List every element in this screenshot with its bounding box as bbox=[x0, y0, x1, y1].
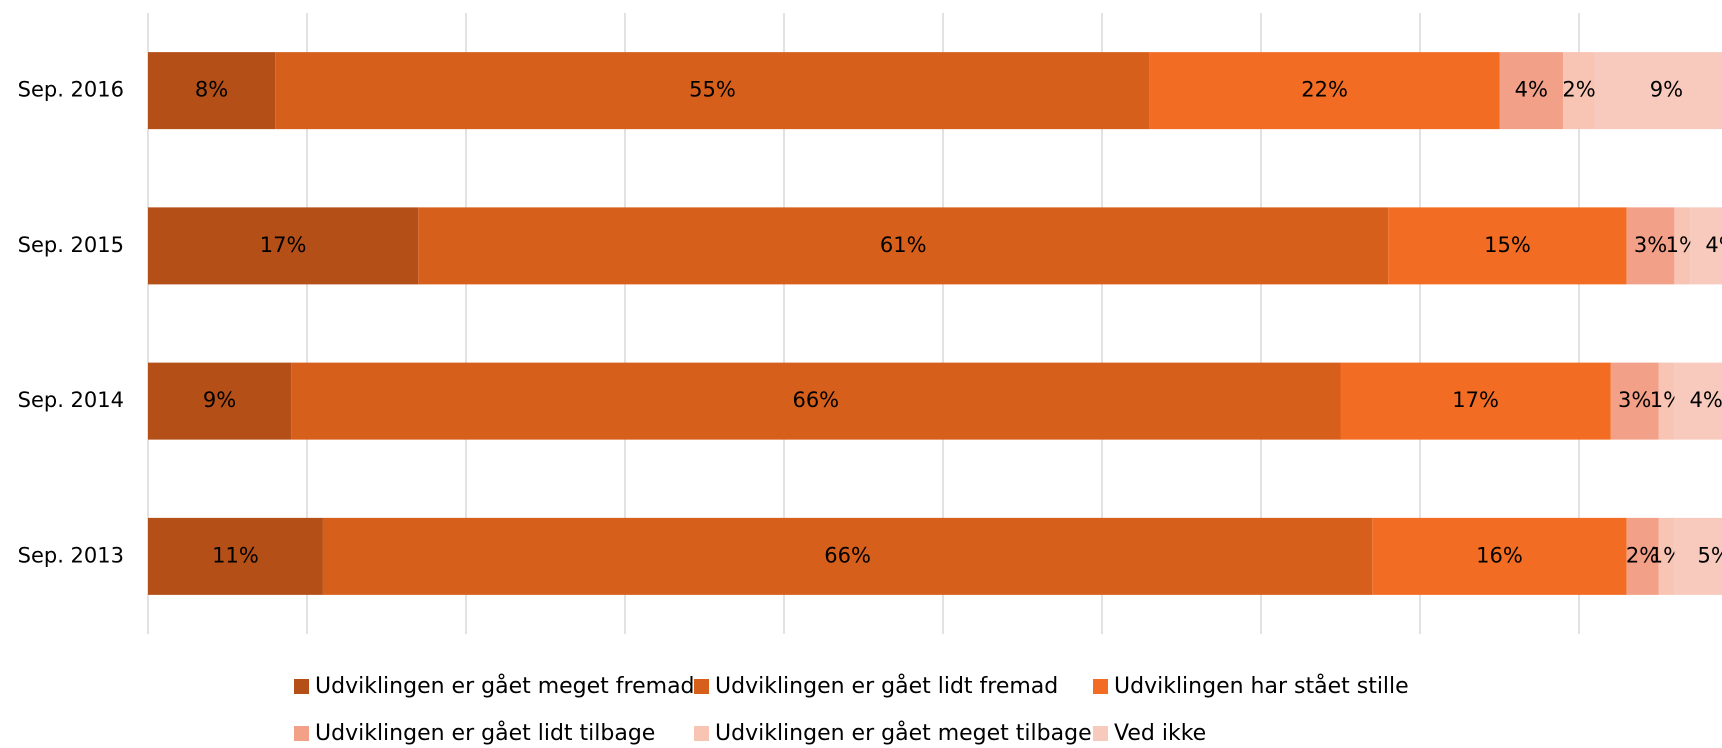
bar-segment bbox=[1658, 362, 1675, 440]
data-label: 17% bbox=[260, 233, 307, 257]
bar-segment bbox=[1626, 207, 1675, 285]
bar-segment bbox=[148, 517, 323, 595]
legend-label: Udviklingen er gået meget tilbage bbox=[715, 720, 1092, 746]
bar-segment bbox=[1340, 362, 1611, 440]
legend-swatch bbox=[294, 726, 309, 741]
bar-segment bbox=[1388, 207, 1627, 285]
data-label: 2% bbox=[1626, 543, 1659, 567]
legend-label: Udviklingen er gået meget fremad bbox=[315, 673, 695, 699]
y-tick-label: Sep. 2014 bbox=[18, 388, 124, 412]
legend-label: Udviklingen er gået lidt fremad bbox=[715, 673, 1058, 699]
legend-swatch bbox=[694, 726, 709, 741]
bar-segment bbox=[275, 52, 1150, 130]
data-label: 3% bbox=[1618, 388, 1651, 412]
bar-segment bbox=[148, 207, 419, 285]
data-label: 61% bbox=[880, 233, 927, 257]
y-tick-label: Sep. 2016 bbox=[18, 78, 124, 102]
data-label: 22% bbox=[1301, 78, 1348, 102]
data-label: 4% bbox=[1705, 233, 1722, 257]
legend-swatch bbox=[1093, 679, 1108, 694]
data-label: 8% bbox=[195, 78, 228, 102]
bar-segment bbox=[1674, 362, 1722, 440]
data-label: 17% bbox=[1452, 388, 1499, 412]
data-label: 16% bbox=[1476, 543, 1523, 567]
legend-label: Udviklingen har stået stille bbox=[1114, 673, 1409, 699]
bar-segment bbox=[1149, 52, 1500, 130]
data-label: 66% bbox=[824, 543, 871, 567]
legend-label: Ved ikke bbox=[1114, 721, 1206, 746]
bar-segment bbox=[322, 517, 1373, 595]
bar-segment bbox=[1563, 52, 1595, 130]
bar-segment bbox=[148, 52, 276, 130]
bar-segment bbox=[1372, 517, 1627, 595]
y-tick-label: Sep. 2015 bbox=[18, 233, 124, 257]
data-label: 4% bbox=[1690, 388, 1722, 412]
data-label: 9% bbox=[203, 388, 236, 412]
data-label: 9% bbox=[1650, 78, 1683, 102]
bar-segment bbox=[1499, 52, 1564, 130]
bar-segment bbox=[1658, 517, 1675, 595]
data-label: 2% bbox=[1562, 78, 1595, 102]
legend-swatch bbox=[294, 679, 309, 694]
data-label: 15% bbox=[1484, 233, 1531, 257]
data-label: 66% bbox=[792, 388, 839, 412]
bar-segment bbox=[1690, 207, 1722, 285]
bar-segment bbox=[1594, 52, 1722, 130]
data-label: 4% bbox=[1515, 78, 1548, 102]
legend-label: Udviklingen er gået lidt tilbage bbox=[315, 720, 655, 746]
legend-swatch bbox=[1093, 726, 1108, 741]
bar-segment bbox=[291, 362, 1341, 440]
bar-segment bbox=[148, 362, 292, 440]
data-label: 3% bbox=[1634, 233, 1667, 257]
bar-segment bbox=[1674, 207, 1691, 285]
bar-segment bbox=[1610, 362, 1659, 440]
data-label: 5% bbox=[1697, 543, 1722, 567]
bar-segment bbox=[1674, 517, 1722, 595]
data-label: 55% bbox=[689, 78, 736, 102]
y-tick-label: Sep. 2013 bbox=[18, 543, 124, 567]
legend-swatch bbox=[694, 679, 709, 694]
bar-segment bbox=[418, 207, 1389, 285]
data-label: 11% bbox=[212, 543, 259, 567]
bar-segment bbox=[1626, 517, 1659, 595]
